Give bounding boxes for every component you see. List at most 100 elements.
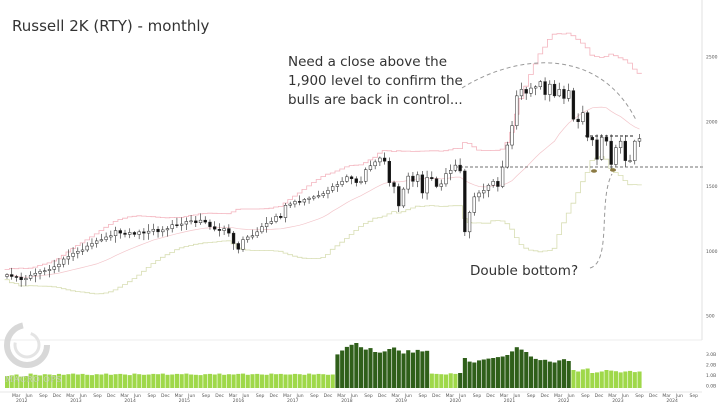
volume-bar [193,374,198,388]
candle-down [463,170,467,233]
candle-up [222,228,226,231]
volume-bar [552,362,557,388]
month-tick-label: Dec [540,393,549,399]
volume-bar [420,351,425,388]
volume-bar [9,375,14,388]
candle-up [71,252,75,257]
candle-up [246,236,250,240]
month-tick-label: Mar [229,393,238,399]
candle-down [14,276,19,278]
date-axis-years: 2012 2013 2014 2015 2016 2017 2018 2019 2020 2021… [16,398,678,404]
volume-bar [571,370,576,388]
candle-up [151,228,155,232]
volume-bar [637,371,642,388]
candle-down [349,176,354,179]
volume-bar [632,372,637,388]
month-tick-label: Mar [391,393,400,399]
volume-bar [363,349,368,388]
candle-up [184,221,189,225]
month-tick-label: Jun [241,393,249,399]
volume-bar [127,375,132,388]
candle-down [543,81,547,95]
volume-bar [543,359,548,388]
volume-bar [377,352,382,388]
volume-bar [448,373,453,388]
month-tick-label: Mar [446,393,455,399]
candle-up [38,271,42,274]
month-tick-label: Sep [93,393,102,399]
candle-up [633,140,637,161]
volume-bar [241,373,246,388]
price-tick-label: 1000 [706,249,718,255]
month-tick-label: Jun [675,393,683,399]
month-tick-label: Jun [350,393,358,399]
month-tick-label: Mar [554,393,563,399]
volume-bar [406,350,411,388]
candle-up [61,258,66,265]
month-tick-label: Dec [432,393,441,399]
double-bottom-marker-left [591,169,597,173]
candle-up [250,235,255,238]
volume-bar [307,373,312,388]
volume-bar [623,371,628,388]
volume-bar [212,374,217,388]
year-tick-label: 2016 [233,398,245,404]
annotation-line-2: 1,900 level to confirm the [288,73,463,89]
candle-down [213,226,217,230]
volume-axis-ticks: 3.0B 2.0B 1.0B 0.0B [706,352,716,390]
candle-up [161,229,165,233]
volume-bar [443,374,449,388]
volume-bar [165,374,170,388]
candle-down [19,276,23,280]
volume-bar [151,373,156,388]
double-bottom-note: Double bottom? [470,263,578,279]
candle-up [146,230,151,234]
volume-bar [392,347,397,388]
month-tick-label: Jun [133,393,141,399]
volume-tick-label: 0.0B [706,384,716,390]
volume-bar [179,374,184,388]
volume-bar [340,350,345,388]
month-tick-label: Sep [148,393,157,399]
candle-up [449,170,453,174]
candle-up [486,184,491,191]
candle-up [85,245,89,251]
candle-up [467,212,472,233]
volume-bar [557,360,562,388]
candle-up [76,251,80,254]
volume-bar [33,374,38,388]
month-tick-label: Dec [486,393,495,399]
date-axis-months: Mar Jun Sep Dec Mar Jun Sep Dec Mar Jun Sep Dec Mar J… [12,393,698,399]
volume-bar [231,374,236,388]
candle-down [194,220,198,224]
volume-bar [585,368,590,388]
month-tick-label: Dec [107,393,116,399]
volume-bar [344,346,349,388]
candle-up [5,274,9,277]
volume-bar [325,374,331,388]
logo-wordmark: MACRO OPS [5,375,62,384]
candlestick-series [5,77,642,287]
volume-bar [590,373,595,388]
candle-up [260,226,264,233]
volume-bar [359,347,364,388]
candle-up [170,224,174,229]
candle-up [538,81,543,88]
candle-down [227,228,231,234]
candle-up [274,216,278,222]
candle-down [411,175,415,182]
candle-up [90,243,94,247]
year-tick-label: 2012 [16,398,28,404]
month-tick-label: Dec [269,393,278,399]
volume-bar [292,373,298,388]
volume-bar [425,350,430,388]
candle-up [255,231,259,236]
volume-bar [278,373,283,388]
volume-bar [439,374,444,388]
candle-up [368,165,373,170]
candle-up [326,190,330,194]
volume-bar [453,373,458,388]
year-tick-label: 2021 [504,398,516,404]
candle-down [609,140,613,165]
volume-bar [80,373,85,388]
